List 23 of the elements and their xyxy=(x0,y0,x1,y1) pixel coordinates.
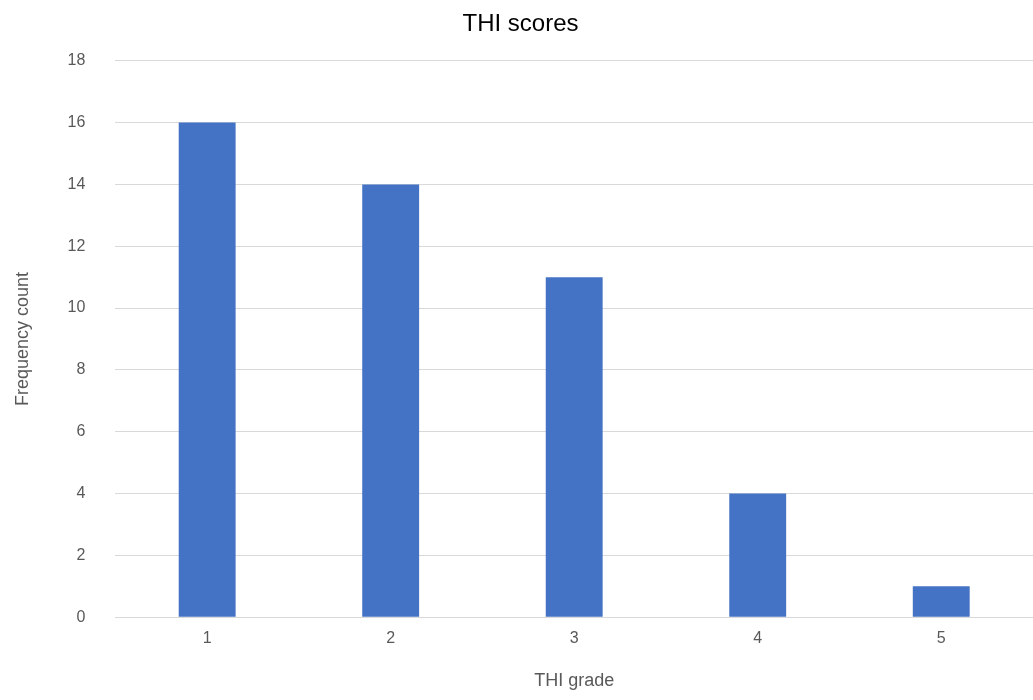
chart-title: THI scores xyxy=(462,9,579,37)
y-tick-label: 4 xyxy=(76,483,86,501)
y-tick-label: 8 xyxy=(76,360,86,378)
y-axis-title: Frequency count xyxy=(11,271,32,407)
bar xyxy=(729,493,787,617)
bar xyxy=(178,122,236,617)
bar xyxy=(362,184,420,617)
y-tick-label: 14 xyxy=(67,174,86,192)
x-axis-title: THI grade xyxy=(534,670,615,691)
y-tick-label: 12 xyxy=(67,236,86,254)
y-tick-label: 6 xyxy=(76,422,86,440)
y-tick-label: 16 xyxy=(67,113,86,131)
x-tick-label: 5 xyxy=(936,629,946,647)
y-tick-label: 0 xyxy=(76,607,86,625)
x-tick-label: 4 xyxy=(753,629,763,647)
x-tick-label: 2 xyxy=(386,629,396,647)
bar xyxy=(545,277,603,617)
y-tick-label: 2 xyxy=(76,545,86,563)
bar xyxy=(912,586,970,617)
x-tick-label: 3 xyxy=(569,629,579,647)
y-tick-label: 18 xyxy=(67,51,86,69)
x-tick-label: 1 xyxy=(202,629,212,647)
y-tick-label: 10 xyxy=(67,298,86,316)
